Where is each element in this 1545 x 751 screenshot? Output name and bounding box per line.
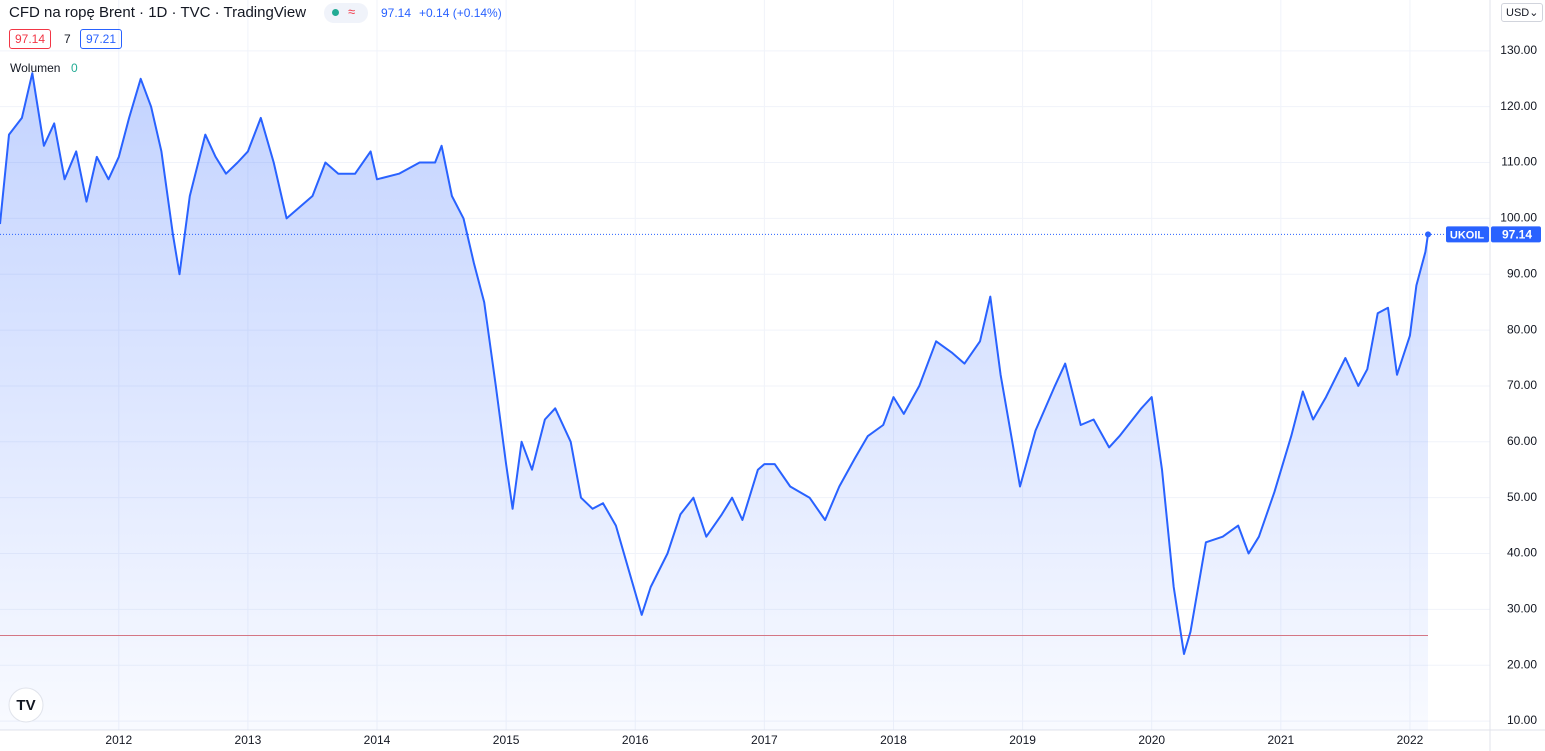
x-tick-label: 2022 (1397, 733, 1424, 747)
y-tick-label: 10.00 (1507, 713, 1537, 727)
y-tick-label: 70.00 (1507, 378, 1537, 392)
y-tick-label: 110.00 (1501, 155, 1537, 169)
y-tick-label: 20.00 (1507, 657, 1537, 671)
x-tick-label: 2017 (751, 733, 778, 747)
currency: USD (1506, 7, 1530, 19)
price-line (0, 72, 1429, 655)
y-tick-label: 40.00 (1507, 546, 1537, 560)
last-price: 97.14 (381, 6, 412, 20)
x-tick-label: 2012 (105, 733, 132, 747)
y-tick-label: 120.00 (1500, 99, 1537, 113)
area (0, 73, 1429, 730)
x-tick-label: 2016 (622, 733, 649, 747)
last-point (1425, 231, 1432, 238)
status-pill[interactable]: ≈ (324, 3, 368, 23)
title: CFD na ropę Brent · 1D · TVC · TradingVi… (9, 4, 307, 21)
x-tick-label: 2015 (493, 733, 520, 747)
price-tag-label: 97.14 (1502, 228, 1532, 242)
price-change: +0.14 (+0.14%) (419, 6, 502, 20)
y-tick-label: 90.00 (1507, 266, 1537, 280)
spread: 7 (64, 32, 71, 46)
svg-text:TV: TV (16, 697, 35, 714)
bid-price[interactable]: 97.14 (9, 29, 52, 49)
ask-price[interactable]: 97.21 (80, 29, 123, 49)
x-tick-label: 2021 (1267, 733, 1294, 747)
y-tick-label: 100.00 (1500, 211, 1537, 225)
x-tick-label: 2020 (1138, 733, 1165, 747)
x-tick-label: 2014 (364, 733, 391, 747)
volume-value: 0 (71, 61, 78, 75)
x-tick-label: 2013 (235, 733, 262, 747)
y-tick-label: 60.00 (1507, 434, 1537, 448)
y-tick-label: 30.00 (1507, 602, 1537, 616)
y-tick-label: 50.00 (1507, 490, 1537, 504)
symbol-tag (1446, 226, 1489, 243)
tv-logo: TV (8, 687, 44, 723)
x-tick-label: 2018 (880, 733, 907, 747)
x-tick-label: 2019 (1009, 733, 1036, 747)
currency-button[interactable]: USD⌄ (1501, 3, 1544, 22)
price-tag (1491, 226, 1541, 243)
y-tick-label: 80.00 (1507, 322, 1537, 336)
symbol-label: UKOIL (1450, 229, 1485, 241)
y-tick-label: 130.00 (1500, 43, 1537, 57)
volume-label: Wolumen (10, 61, 61, 75)
